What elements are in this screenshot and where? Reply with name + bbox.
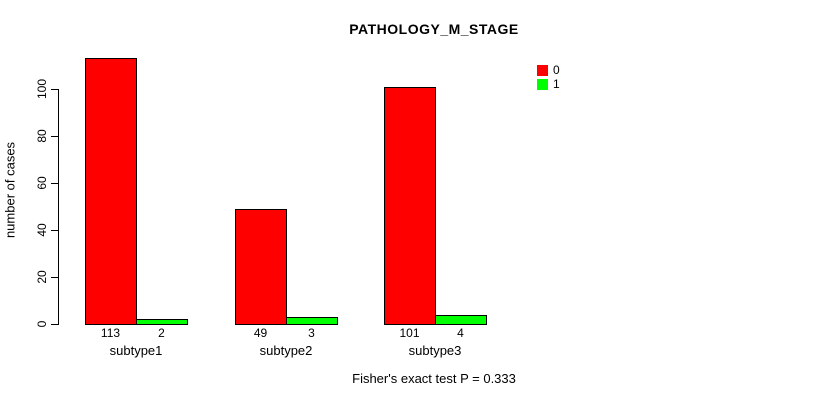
bar-value-label: 3 [308,326,315,340]
legend-swatch-0 [537,65,548,76]
y-tick [51,277,58,278]
bar-value-label: 101 [399,326,420,340]
bar-value-label: 4 [457,326,464,340]
bar-value-label: 49 [253,326,268,340]
bar-series-1 [136,319,188,325]
bar-series-0 [85,58,137,325]
y-axis-line [58,89,59,325]
y-tick [51,324,58,325]
chart-title: PATHOLOGY_M_STAGE [349,21,519,37]
annotation-fisher-test: Fisher's exact test P = 0.333 [352,371,516,386]
y-tick [51,183,58,184]
category-label: subtype3 [408,343,462,358]
bar-value-label: 2 [158,326,165,340]
category-label: subtype2 [259,343,313,358]
y-tick [51,230,58,231]
bar-series-0 [384,87,436,325]
y-tick [51,136,58,137]
legend-swatch-1 [537,79,548,90]
y-tick [51,89,58,90]
legend-label: 1 [553,77,560,91]
bar-value-label: 113 [100,326,121,340]
bar-series-0 [235,209,287,325]
category-label: subtype1 [109,343,163,358]
bar-series-1 [286,317,338,325]
legend-label: 0 [553,63,560,77]
bar-series-1 [435,315,487,325]
